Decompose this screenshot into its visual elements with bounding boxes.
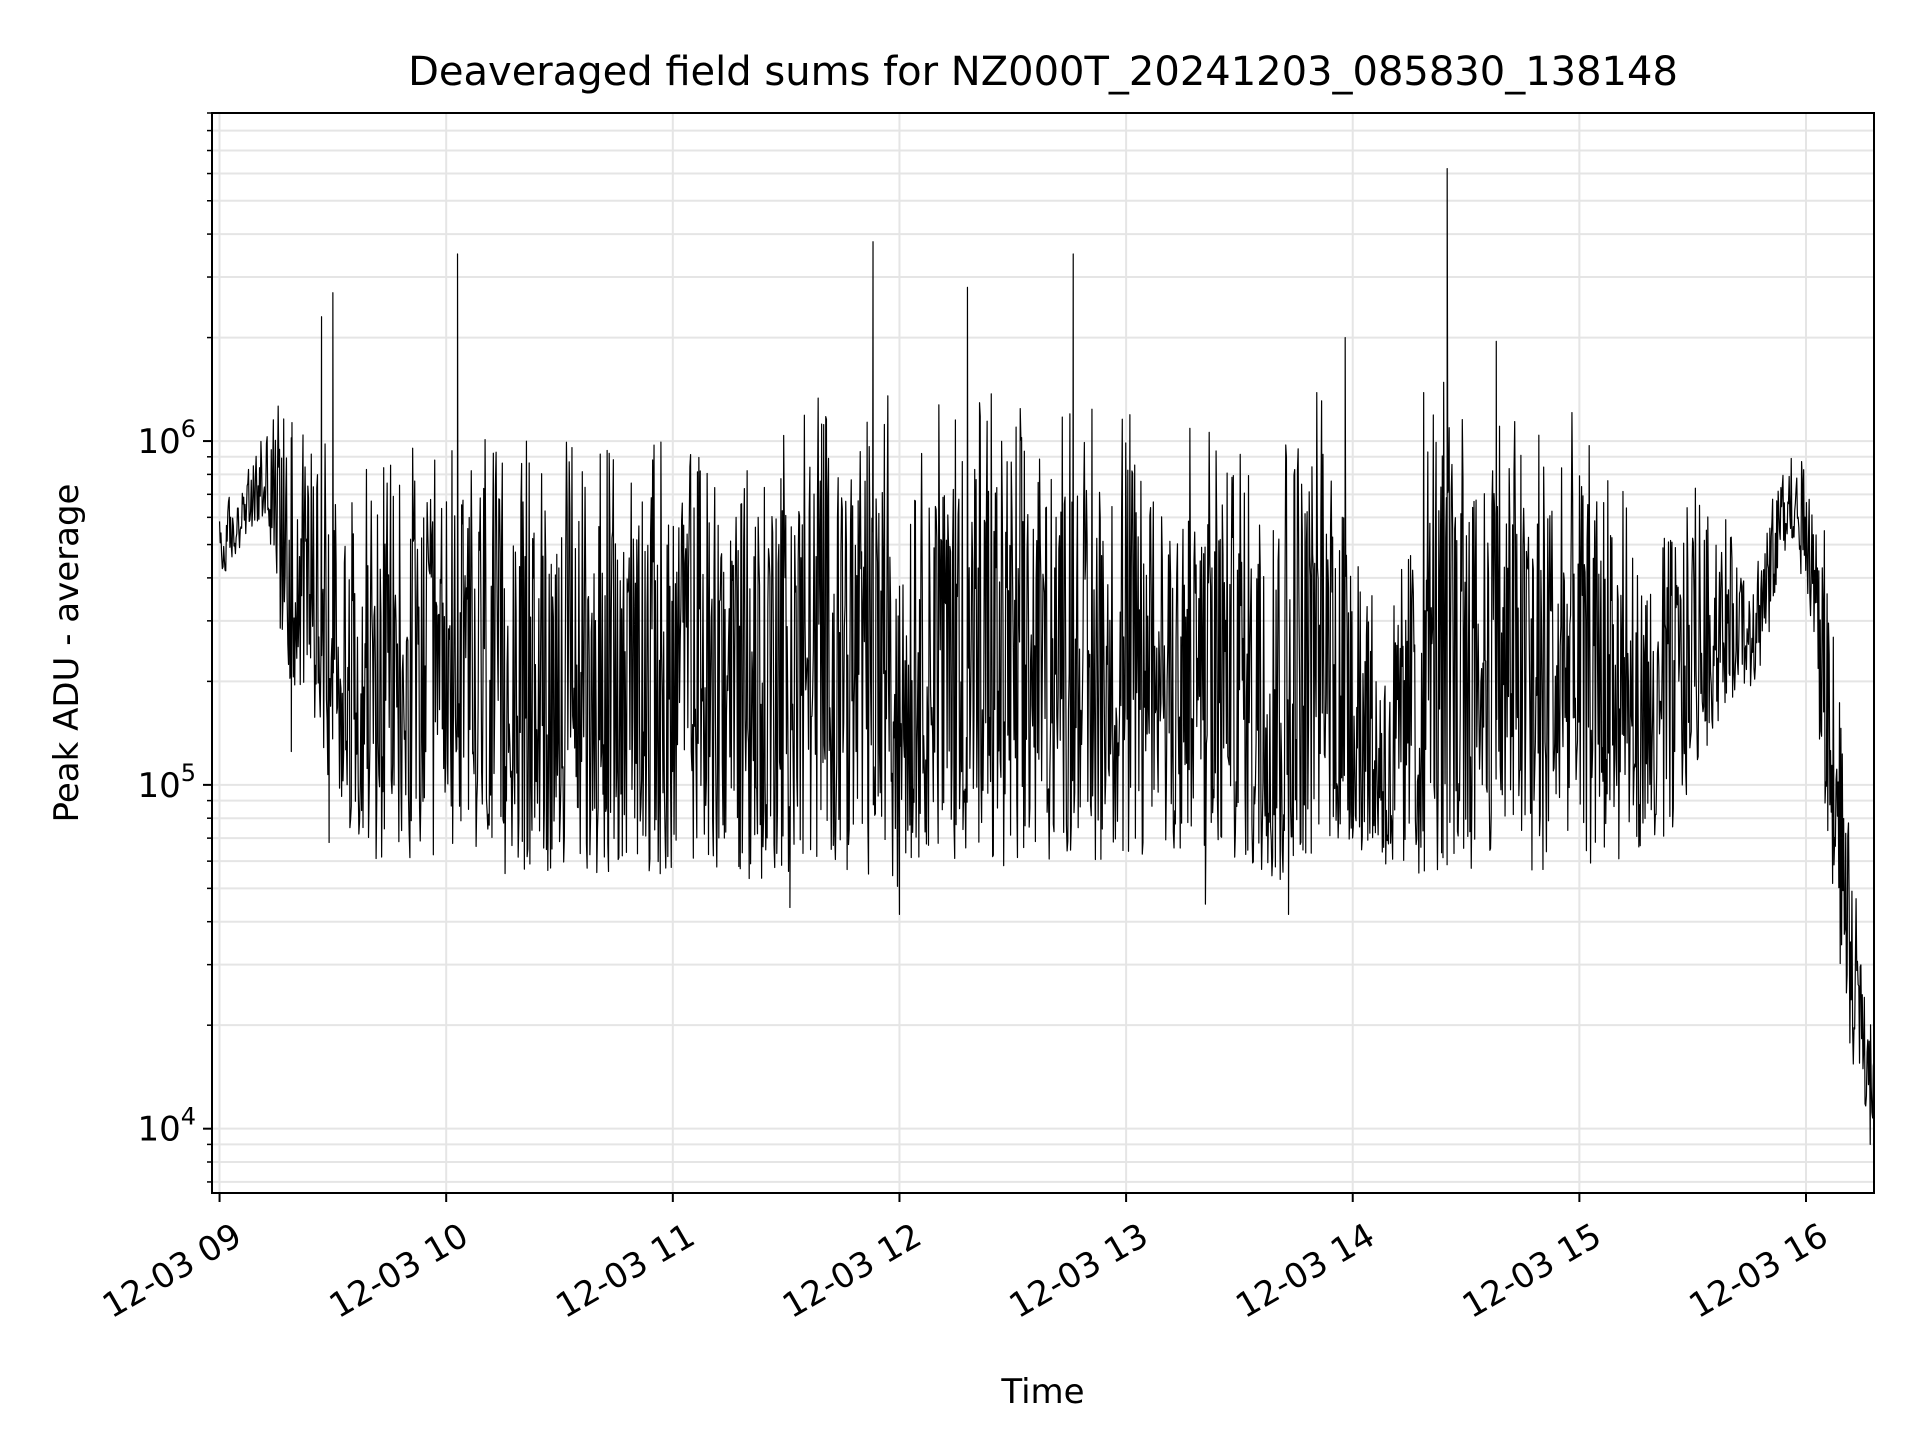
plot-frame — [211, 112, 1875, 1194]
y-tick-label: 104 — [137, 1103, 196, 1150]
x-axis-label: Time — [1000, 1372, 1084, 1412]
x-axis: 12-03 09 12-03 10 12-03 11 12-03 12 12-03 13… — [96, 1193, 1835, 1327]
x-tick-label: 12-03 12 — [776, 1216, 928, 1327]
chart-title: Deaveraged field sums for NZ000T_2024120… — [408, 49, 1678, 95]
series-line — [218, 168, 1875, 1146]
x-tick-label: 12-03 16 — [1683, 1216, 1835, 1327]
y-tick-label: 105 — [137, 759, 196, 806]
x-tick-label: 12-03 15 — [1456, 1216, 1608, 1327]
x-tick-label: 12-03 14 — [1229, 1216, 1381, 1327]
x-tick-label: 12-03 13 — [1003, 1216, 1155, 1327]
y-axis: 104 105 106 — [137, 112, 212, 1183]
y-axis-label: Peak ADU - average — [47, 484, 87, 823]
x-tick-label: 12-03 11 — [549, 1216, 701, 1327]
x-tick-label: 12-03 10 — [323, 1216, 475, 1327]
x-tick-label: 12-03 09 — [96, 1216, 248, 1327]
plot-area — [218, 168, 1875, 1146]
y-tick-label: 106 — [137, 415, 196, 462]
